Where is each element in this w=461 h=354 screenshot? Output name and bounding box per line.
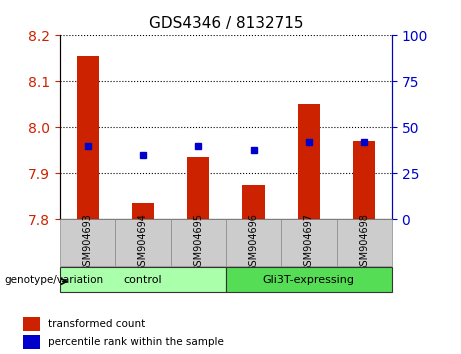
Text: percentile rank within the sample: percentile rank within the sample	[48, 337, 224, 347]
FancyBboxPatch shape	[337, 219, 392, 266]
Text: GSM904695: GSM904695	[193, 213, 203, 272]
Title: GDS4346 / 8132715: GDS4346 / 8132715	[148, 16, 303, 32]
Text: GSM904693: GSM904693	[83, 213, 93, 272]
Bar	[77, 56, 99, 219]
FancyBboxPatch shape	[171, 219, 226, 266]
FancyBboxPatch shape	[60, 219, 115, 266]
FancyBboxPatch shape	[281, 219, 337, 266]
Bar	[23, 317, 40, 331]
FancyBboxPatch shape	[226, 219, 281, 266]
Text: GSM904694: GSM904694	[138, 213, 148, 272]
Bar	[242, 185, 265, 219]
FancyBboxPatch shape	[226, 267, 392, 292]
Text: genotype/variation: genotype/variation	[5, 275, 104, 285]
Text: transformed count: transformed count	[48, 319, 145, 329]
Text: GSM904697: GSM904697	[304, 213, 314, 272]
Bar	[187, 158, 209, 219]
Text: GSM904696: GSM904696	[248, 213, 259, 272]
FancyBboxPatch shape	[60, 267, 226, 292]
Bar	[298, 104, 320, 219]
Text: control: control	[124, 275, 162, 285]
Bar	[23, 335, 40, 349]
Text: GSM904698: GSM904698	[359, 213, 369, 272]
Bar	[132, 204, 154, 219]
Text: Gli3T-expressing: Gli3T-expressing	[263, 275, 355, 285]
FancyBboxPatch shape	[115, 219, 171, 266]
Bar	[353, 141, 375, 219]
